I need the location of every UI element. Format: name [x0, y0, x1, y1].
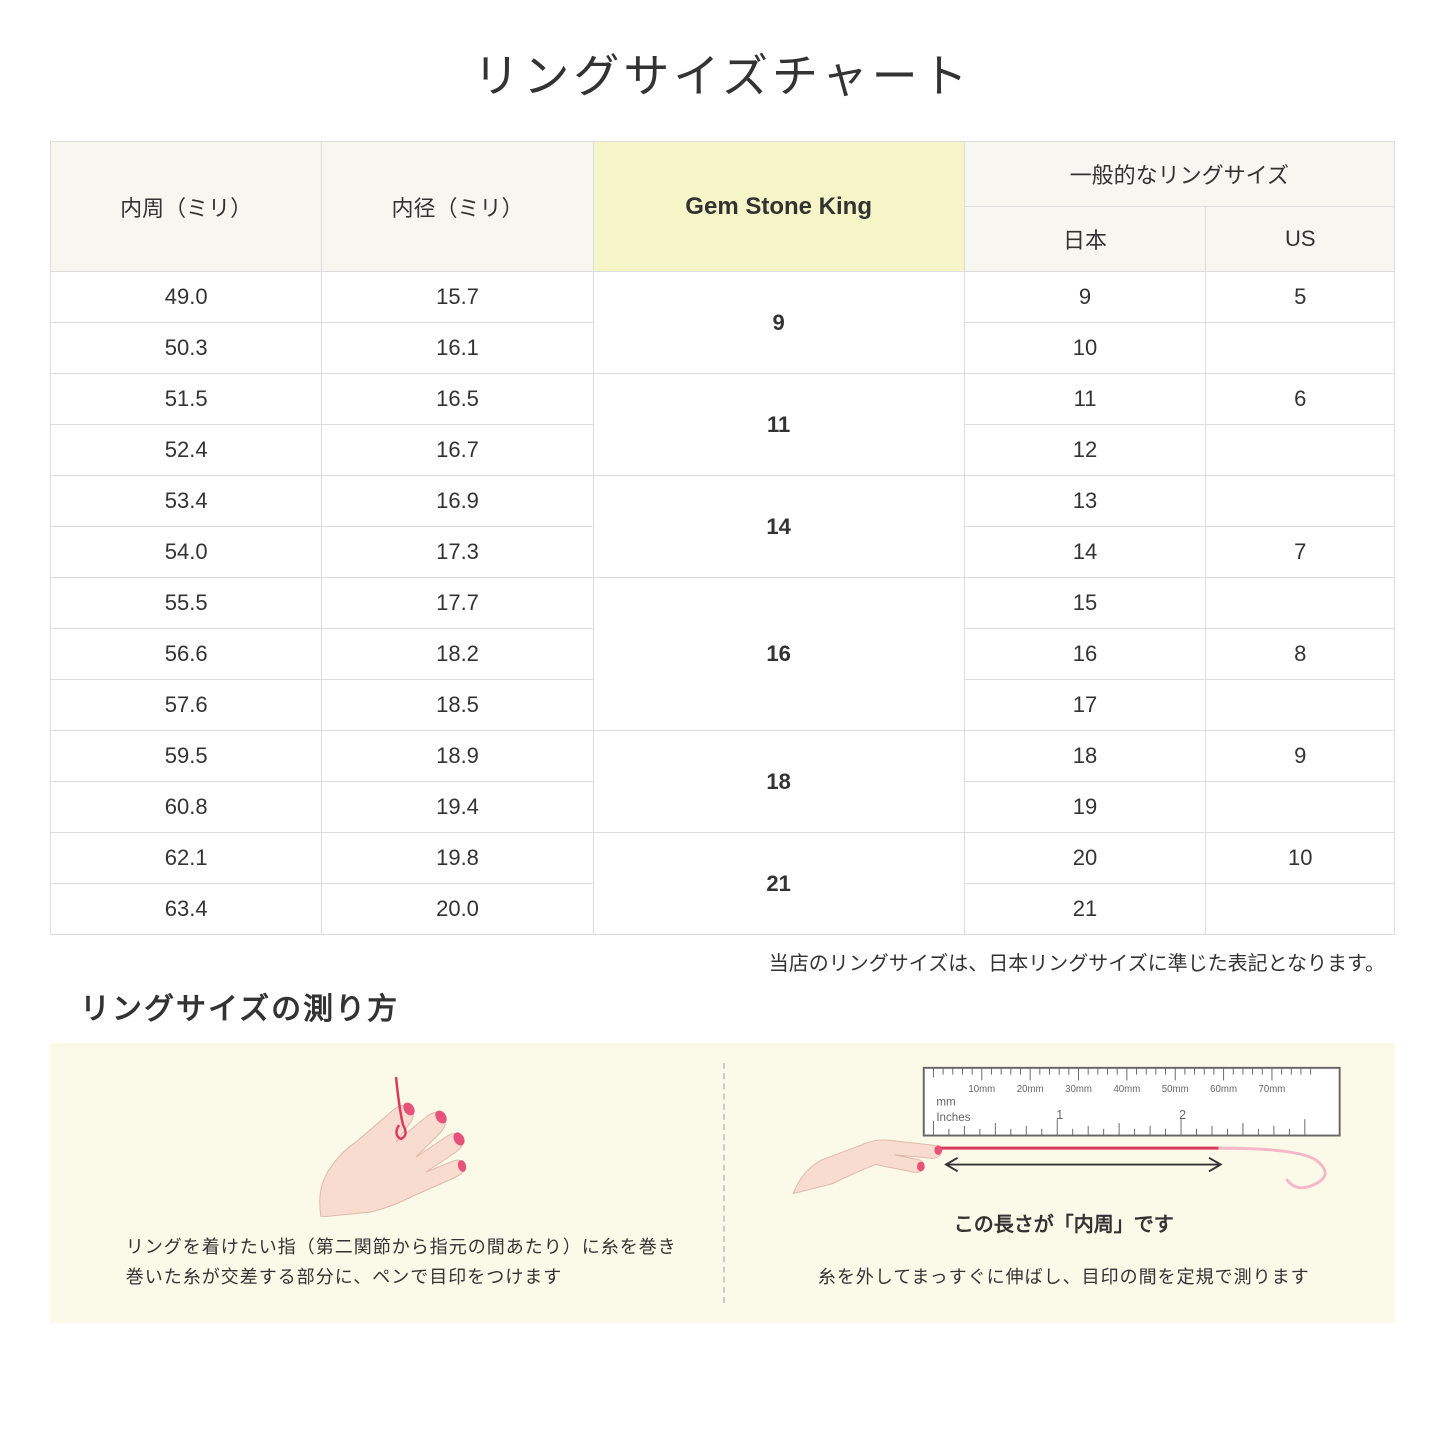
svg-text:mm: mm	[936, 1096, 955, 1109]
cell-us	[1206, 476, 1395, 527]
cell-circumference: 59.5	[51, 731, 322, 782]
cell-japan: 20	[964, 833, 1206, 884]
table-row: 51.516.511116	[51, 374, 1395, 425]
header-diameter: 内径（ミリ）	[322, 142, 593, 272]
cell-us	[1206, 425, 1395, 476]
cell-japan: 11	[964, 374, 1206, 425]
cell-us: 6	[1206, 374, 1395, 425]
cell-diameter: 19.8	[322, 833, 593, 884]
header-general: 一般的なリングサイズ	[964, 142, 1394, 207]
cell-diameter: 17.3	[322, 527, 593, 578]
cell-circumference: 53.4	[51, 476, 322, 527]
step1-text: リングを着けたい指（第二関節から指元の間あたり）に糸を巻き 巻いた糸が交差する部…	[126, 1232, 677, 1293]
step2-text: 糸を外してまっすぐに伸ばし、目印の間を定規で測ります	[818, 1262, 1310, 1293]
cell-japan: 15	[964, 578, 1206, 629]
cell-diameter: 17.7	[322, 578, 593, 629]
cell-gsk: 14	[593, 476, 964, 578]
cell-circumference: 49.0	[51, 272, 322, 323]
ring-size-table: 内周（ミリ） 内径（ミリ） Gem Stone King 一般的なリングサイズ …	[50, 141, 1395, 935]
cell-us	[1206, 782, 1395, 833]
cell-gsk: 18	[593, 731, 964, 833]
table-row: 49.015.7995	[51, 272, 1395, 323]
cell-diameter: 16.1	[322, 323, 593, 374]
cell-japan: 21	[964, 884, 1206, 935]
svg-text:30mm: 30mm	[1065, 1084, 1092, 1095]
ruler-icon: 10mm 20mm 30mm 40mm 50mm 60mm 70mm mm In…	[784, 1063, 1344, 1198]
cell-japan: 13	[964, 476, 1206, 527]
cell-circumference: 60.8	[51, 782, 322, 833]
header-japan: 日本	[964, 207, 1206, 272]
svg-text:40mm: 40mm	[1113, 1084, 1140, 1095]
measure-label: この長さが「内周」です	[954, 1208, 1174, 1237]
cell-circumference: 55.5	[51, 578, 322, 629]
header-us: US	[1206, 207, 1395, 272]
page-title: リングサイズチャート	[50, 40, 1395, 106]
cell-circumference: 56.6	[51, 629, 322, 680]
cell-us: 8	[1206, 629, 1395, 680]
instructions-panel: リングを着けたい指（第二関節から指元の間あたり）に糸を巻き 巻いた糸が交差する部…	[50, 1043, 1395, 1323]
cell-us: 7	[1206, 527, 1395, 578]
cell-us: 9	[1206, 731, 1395, 782]
cell-circumference: 50.3	[51, 323, 322, 374]
cell-circumference: 62.1	[51, 833, 322, 884]
cell-gsk: 16	[593, 578, 964, 731]
cell-diameter: 18.5	[322, 680, 593, 731]
instruction-step-2: 10mm 20mm 30mm 40mm 50mm 60mm 70mm mm In…	[723, 1063, 1366, 1293]
note-text: 当店のリングサイズは、日本リングサイズに準じた表記となります。	[50, 947, 1395, 976]
svg-text:70mm: 70mm	[1258, 1084, 1285, 1095]
step1-line1: リングを着けたい指（第二関節から指元の間あたり）に糸を巻き	[126, 1232, 677, 1263]
cell-japan: 12	[964, 425, 1206, 476]
cell-diameter: 16.5	[322, 374, 593, 425]
svg-text:50mm: 50mm	[1162, 1084, 1189, 1095]
cell-circumference: 63.4	[51, 884, 322, 935]
cell-us: 5	[1206, 272, 1395, 323]
table-row: 59.518.918189	[51, 731, 1395, 782]
svg-text:2: 2	[1179, 1108, 1186, 1122]
cell-diameter: 20.0	[322, 884, 593, 935]
table-row: 55.517.71615	[51, 578, 1395, 629]
cell-us	[1206, 884, 1395, 935]
table-row: 53.416.91413	[51, 476, 1395, 527]
table-row: 62.119.8212010	[51, 833, 1395, 884]
cell-diameter: 16.9	[322, 476, 593, 527]
cell-us: 10	[1206, 833, 1395, 884]
cell-us	[1206, 680, 1395, 731]
cell-circumference: 51.5	[51, 374, 322, 425]
cell-diameter: 18.2	[322, 629, 593, 680]
cell-gsk: 11	[593, 374, 964, 476]
instruction-step-1: リングを着けたい指（第二関節から指元の間あたり）に糸を巻き 巻いた糸が交差する部…	[80, 1063, 723, 1293]
hand-wrap-icon	[261, 1067, 541, 1217]
svg-text:20mm: 20mm	[1016, 1084, 1043, 1095]
svg-text:Inches: Inches	[936, 1111, 970, 1124]
cell-japan: 18	[964, 731, 1206, 782]
cell-us	[1206, 323, 1395, 374]
cell-japan: 9	[964, 272, 1206, 323]
header-circumference: 内周（ミリ）	[51, 142, 322, 272]
cell-japan: 19	[964, 782, 1206, 833]
cell-gsk: 9	[593, 272, 964, 374]
cell-japan: 10	[964, 323, 1206, 374]
cell-circumference: 52.4	[51, 425, 322, 476]
svg-text:60mm: 60mm	[1210, 1084, 1237, 1095]
svg-text:10mm: 10mm	[968, 1084, 995, 1095]
cell-circumference: 54.0	[51, 527, 322, 578]
cell-japan: 14	[964, 527, 1206, 578]
step1-line2: 巻いた糸が交差する部分に、ペンで目印をつけます	[126, 1262, 677, 1293]
cell-circumference: 57.6	[51, 680, 322, 731]
cell-diameter: 19.4	[322, 782, 593, 833]
cell-diameter: 16.7	[322, 425, 593, 476]
instructions-title: リングサイズの測り方	[50, 984, 1395, 1028]
cell-diameter: 15.7	[322, 272, 593, 323]
cell-japan: 16	[964, 629, 1206, 680]
cell-japan: 17	[964, 680, 1206, 731]
cell-gsk: 21	[593, 833, 964, 935]
header-gsk: Gem Stone King	[593, 142, 964, 272]
cell-us	[1206, 578, 1395, 629]
cell-diameter: 18.9	[322, 731, 593, 782]
